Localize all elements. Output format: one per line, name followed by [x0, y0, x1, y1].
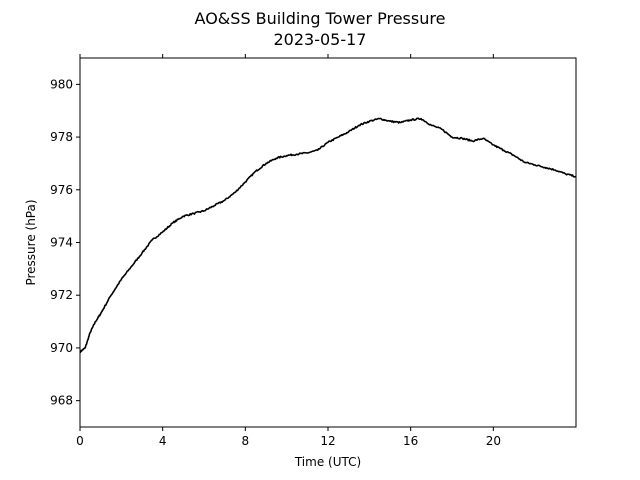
- y-tick-label: 970: [50, 341, 73, 355]
- y-axis-label: Pressure (hPa): [24, 199, 38, 285]
- x-tick-label: 8: [242, 434, 250, 448]
- plot-area: [80, 117, 576, 354]
- x-axis: 0 4 8 12 16 20: [76, 54, 501, 448]
- plot-frame: [79, 57, 577, 428]
- y-tick-label: 974: [50, 236, 73, 250]
- x-tick-label: 16: [403, 434, 418, 448]
- y-tick-label: 968: [50, 394, 73, 408]
- x-axis-label: Time (UTC): [294, 455, 361, 469]
- x-tick-label: 0: [76, 434, 84, 448]
- y-tick-label: 972: [50, 288, 73, 302]
- chart-subtitle: 2023-05-17: [274, 30, 367, 49]
- y-tick-label: 980: [50, 77, 73, 91]
- chart-title: AO&SS Building Tower Pressure: [195, 9, 446, 28]
- x-tick-label: 12: [320, 434, 335, 448]
- y-axis: 968 970 972 974 976 978 980: [50, 77, 80, 408]
- x-tick-label: 20: [486, 434, 501, 448]
- x-tick-label: 4: [159, 434, 167, 448]
- y-tick-label: 976: [50, 183, 73, 197]
- y-tick-label: 978: [50, 130, 73, 144]
- pressure-series-line: [80, 117, 576, 354]
